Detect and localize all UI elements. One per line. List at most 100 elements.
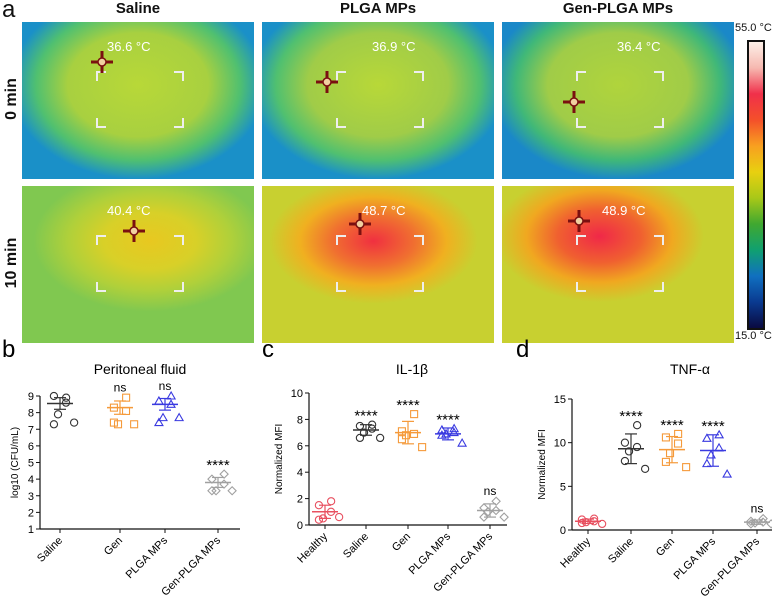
data-point [158,412,168,422]
column-title: Saline [115,0,161,17]
y-tick-label: 10 [291,388,303,400]
y-axis-label: Normalized MFI [537,429,548,500]
thermal-image: 36.6 °C [22,22,254,179]
data-point [722,468,733,478]
data-point [673,439,683,448]
data-point [49,420,59,429]
data-point [632,442,642,452]
data-point [682,463,691,472]
data-point [334,512,344,522]
x-tick-label: Gen [102,535,125,558]
y-tick-label: 8 [297,414,303,426]
crosshair-icon [568,210,590,232]
y-tick-label: 9 [28,391,34,403]
data-point [355,433,365,443]
chart-title: IL-1β [396,361,428,377]
data-point [109,418,118,427]
temperature-readout: 48.7 °C [362,203,406,218]
panel-label: c [262,336,274,363]
thermal-image: 40.4 °C [22,186,254,343]
roi-corner [576,282,586,292]
roi-corner [336,71,346,81]
data-point [701,458,712,468]
data-point [436,424,447,434]
roi-corner [576,235,586,245]
thermal-image: 36.9 °C [262,22,494,179]
data-point [418,443,427,452]
colorbar-max-label: 55.0 °C [735,22,772,34]
significance-label: **** [354,408,378,425]
roi-corner [414,235,424,245]
x-tick-label: PLGA MPs [124,534,171,581]
y-tick-label: 5 [28,458,34,470]
roi-corner [414,118,424,128]
roi-corner [414,71,424,81]
data-point [53,410,63,419]
data-point [597,519,607,529]
panel-label: b [2,336,15,363]
data-point [436,430,447,439]
roi-corner [336,118,346,128]
data-point [706,449,716,459]
roi-corner [654,71,664,81]
y-tick-label: 5 [560,481,566,493]
temperature-colorbar [747,40,765,330]
data-point [130,420,139,429]
roi-corner [576,118,586,128]
significance-label: **** [206,457,230,474]
x-tick-label: PLGA MPs [672,535,719,582]
data-point [674,429,683,438]
data-point [122,393,131,402]
crosshair-icon [349,213,371,235]
data-point [219,469,229,479]
data-point [410,410,419,419]
data-point [211,485,221,496]
temperature-readout: 48.9 °C [602,203,646,218]
y-axis-label: Normalized MFI [274,424,285,495]
significance-label: ns [484,484,497,498]
roi-corner [96,118,106,128]
roi-corner [336,282,346,292]
thermal-image: 48.9 °C [502,186,734,343]
temperature-readout: 36.6 °C [107,39,151,54]
data-point [397,435,406,444]
roi-corner [654,235,664,245]
crosshair-icon [91,51,113,73]
significance-label: ns [114,381,127,395]
data-point [632,421,642,430]
roi-corner [336,235,346,245]
data-point [661,457,670,466]
y-tick-label: 2 [28,507,34,519]
data-point [359,428,369,437]
significance-label: **** [619,408,643,425]
y-tick-label: 1 [28,524,34,536]
panel-label: d [516,336,529,363]
data-point [701,433,712,442]
roi-corner [96,282,106,292]
y-tick-label: 6 [28,441,34,453]
roi-corner [654,118,664,128]
significance-label: **** [660,417,684,434]
roi-corner [174,282,184,292]
colorbar-min-label: 15.0 °C [735,330,772,342]
crosshair-icon [123,220,145,242]
data-point [314,515,324,524]
data-point [640,464,650,474]
y-tick-label: 10 [554,438,566,450]
data-point [121,406,131,416]
data-point [457,438,468,447]
thermal-image: 48.7 °C [262,186,494,343]
data-point [491,496,501,507]
data-point [326,497,336,506]
y-tick-label: 2 [297,494,303,506]
roi-corner [414,282,424,292]
data-point [49,391,59,401]
chart-title: Peritoneal fluid [94,361,187,377]
data-point [499,512,509,522]
x-tick-label: Healthy [558,535,593,570]
y-tick-label: 0 [297,520,303,532]
y-tick-label: 15 [554,394,566,406]
panel-label-a: a [2,0,16,23]
data-point [227,485,237,496]
